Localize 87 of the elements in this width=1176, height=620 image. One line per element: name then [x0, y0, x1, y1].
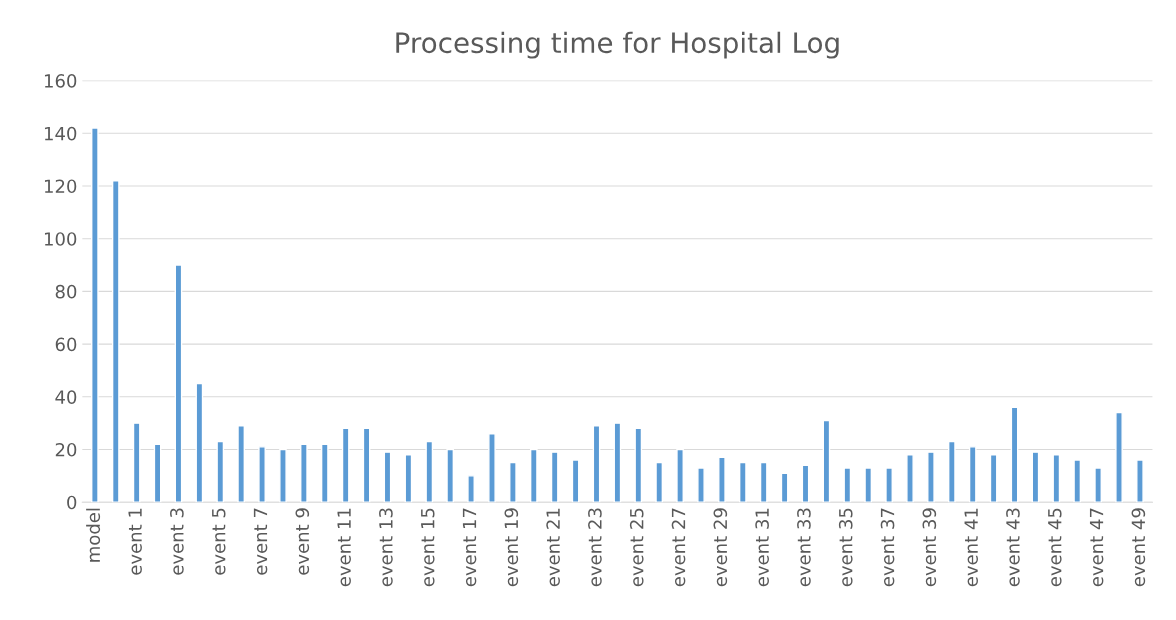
- y-tick-label: 140: [44, 126, 77, 141]
- x-tick-label: event 7: [253, 508, 268, 575]
- x-tick-label: event 27: [671, 508, 686, 587]
- bar: [341, 427, 350, 503]
- bar: [864, 467, 873, 503]
- bar: [258, 446, 266, 503]
- bar: [237, 425, 246, 503]
- bar: [927, 451, 935, 503]
- x-tick-label: event 9: [295, 508, 310, 575]
- bar: [1010, 406, 1019, 503]
- bar: [759, 461, 768, 503]
- bar: [383, 451, 392, 503]
- bar: [906, 454, 914, 503]
- y-tick-label: 80: [55, 284, 77, 299]
- x-tick-label: event 3: [170, 508, 184, 575]
- bar: [153, 443, 162, 503]
- bar: [843, 467, 852, 503]
- x-tick-label: event 5: [212, 508, 226, 575]
- x-tick-label: event 17: [462, 508, 477, 587]
- x-tick-label: event 23: [588, 508, 602, 587]
- bar: [132, 422, 141, 503]
- x-tick-label: event 39: [922, 508, 937, 587]
- x-tick-label: model: [86, 508, 101, 562]
- y-tick-label: 20: [55, 442, 77, 457]
- bar: [279, 448, 287, 503]
- bar: [216, 440, 225, 503]
- bar: [467, 475, 475, 503]
- bar: [425, 440, 434, 503]
- bar: [529, 448, 538, 503]
- x-tick-label: event 15: [421, 508, 435, 587]
- bar: [655, 461, 664, 503]
- x-tick-label: event 25: [629, 508, 644, 587]
- x-tick-label: event 33: [797, 508, 811, 587]
- bar: [1094, 467, 1102, 503]
- bar: [1073, 459, 1082, 503]
- bar: [1115, 411, 1123, 503]
- x-tick-label: event 29: [713, 508, 728, 587]
- bar: [697, 467, 705, 503]
- chart-title: Processing time for Hospital Log: [396, 31, 839, 59]
- bar: [613, 422, 622, 503]
- bar: [300, 443, 308, 503]
- bar: [195, 382, 204, 503]
- bar: [885, 467, 893, 503]
- bar: [488, 432, 496, 503]
- bar: [111, 180, 120, 503]
- x-tick-label: event 41: [964, 508, 978, 587]
- bar: [509, 461, 517, 503]
- bar: [174, 264, 183, 503]
- bar: [780, 472, 789, 503]
- bar: [676, 448, 684, 503]
- x-tick-label: event 43: [1006, 508, 1020, 587]
- bar: [550, 451, 559, 503]
- y-tick-label: 40: [55, 390, 77, 404]
- bar: [404, 454, 413, 503]
- bar: [320, 443, 329, 503]
- bar: [822, 419, 831, 503]
- bar: [738, 461, 747, 503]
- x-tick-label: event 31: [755, 508, 769, 587]
- bar: [571, 459, 580, 503]
- bar: [801, 464, 810, 503]
- bar: [968, 446, 977, 503]
- bar: [91, 127, 99, 503]
- x-tick-label: event 35: [838, 508, 853, 587]
- bar: [592, 425, 601, 503]
- bar: [718, 456, 726, 503]
- bar: [1136, 459, 1144, 503]
- x-tick-label: event 11: [337, 508, 351, 587]
- x-tick-label: event 21: [546, 508, 560, 587]
- bar: [1031, 451, 1040, 503]
- bar: [446, 448, 455, 503]
- x-tick-label: event 13: [379, 508, 393, 587]
- y-tick-label: 0: [67, 495, 77, 510]
- y-tick-label: 100: [44, 232, 77, 246]
- x-tick-label: event 1: [128, 508, 142, 575]
- bar: [989, 454, 998, 503]
- y-tick-label: 120: [44, 179, 77, 194]
- x-tick-label: event 49: [1131, 508, 1146, 587]
- x-tick-label: event 45: [1048, 508, 1062, 587]
- y-tick-label: 60: [55, 337, 77, 352]
- y-tick-label: 160: [44, 74, 77, 88]
- bar: [1052, 454, 1061, 503]
- bar: [362, 427, 371, 503]
- bar: [947, 440, 956, 503]
- x-tick-label: event 19: [504, 508, 519, 587]
- x-tick-label: event 47: [1089, 508, 1104, 587]
- bar: [634, 427, 643, 503]
- x-tick-label: event 37: [880, 508, 895, 587]
